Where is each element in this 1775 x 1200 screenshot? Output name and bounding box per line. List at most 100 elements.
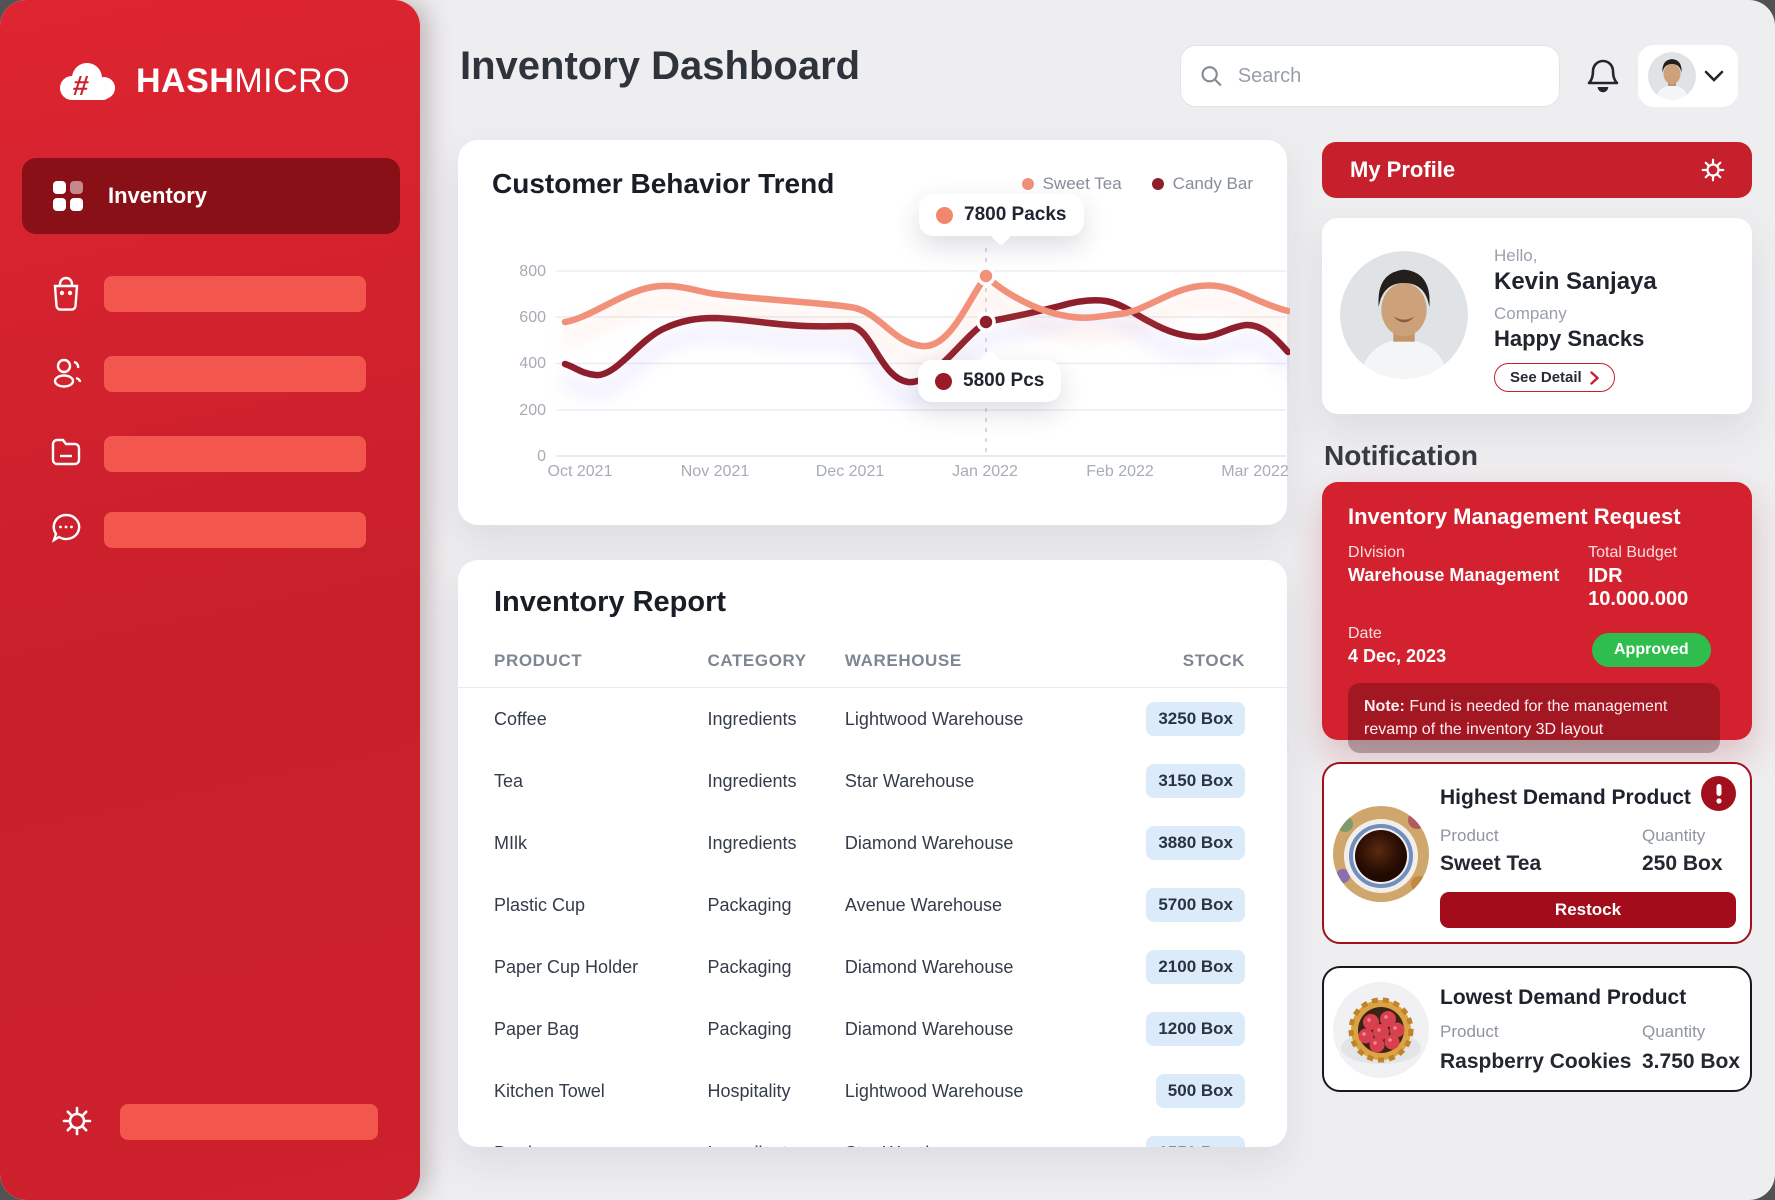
table-row[interactable]: Plastic Cup Packaging Avenue Warehouse 5… bbox=[458, 874, 1287, 936]
col-product: PRODUCT bbox=[458, 637, 708, 688]
sidebar-item-messages[interactable] bbox=[0, 510, 420, 548]
stock-badge: 3150 Box bbox=[1146, 764, 1245, 798]
sweet-tea-line bbox=[561, 271, 1292, 350]
stock-badge: 1550 Box bbox=[1146, 1136, 1245, 1147]
stock-badge: 3250 Box bbox=[1146, 702, 1245, 736]
table-row[interactable]: Berries Ingredients Star Warehouse 1550 … bbox=[458, 1122, 1287, 1147]
user-photo bbox=[1648, 52, 1696, 100]
product-label: Product bbox=[1440, 826, 1499, 845]
my-profile-banner: My Profile bbox=[1322, 142, 1752, 198]
sidebar-item-label: Inventory bbox=[108, 183, 208, 208]
y-tick: 800 bbox=[520, 263, 546, 280]
user-menu[interactable] bbox=[1638, 45, 1738, 107]
product-label: Product bbox=[1440, 1022, 1499, 1041]
my-profile-title: My Profile bbox=[1350, 157, 1456, 182]
y-tick: 400 bbox=[520, 355, 546, 372]
sidebar-item-files[interactable] bbox=[0, 434, 420, 472]
sweet-tea-photo bbox=[1333, 806, 1429, 902]
quantity-value: 3.750 Box bbox=[1642, 1050, 1741, 1073]
customer-behavior-card: Customer Behavior Trend Sweet Tea Candy … bbox=[458, 140, 1292, 525]
tooltip-dot bbox=[936, 206, 953, 224]
stock-badge: 1200 Box bbox=[1146, 1012, 1245, 1046]
page-title: Inventory Dashboard bbox=[460, 44, 861, 88]
tea-cup-image bbox=[1333, 806, 1429, 902]
legend-sweet-tea[interactable]: Sweet Tea bbox=[1021, 174, 1122, 194]
table-row[interactable]: Tea Ingredients Star Warehouse 3150 Box bbox=[458, 750, 1287, 812]
chevron-right-icon bbox=[1590, 370, 1599, 385]
bell-icon bbox=[1587, 59, 1619, 93]
restock-button[interactable]: Restock bbox=[1440, 892, 1736, 928]
greeting: Hello, bbox=[1494, 246, 1538, 265]
chevron-down-icon[interactable] bbox=[1704, 70, 1724, 82]
stock-badge: 5700 Box bbox=[1146, 888, 1245, 922]
sidebar-item-placeholder bbox=[104, 276, 366, 312]
x-tick: Dec 2021 bbox=[816, 463, 885, 479]
chart-legend: Sweet Tea Candy Bar bbox=[1021, 174, 1257, 194]
candy-bar-datapoint bbox=[976, 312, 996, 332]
sidebar-item-inventory[interactable]: Inventory bbox=[22, 158, 400, 234]
quantity-value: 250 Box bbox=[1642, 852, 1723, 875]
stock-badge: 3880 Box bbox=[1146, 826, 1245, 860]
y-tick: 0 bbox=[537, 448, 546, 465]
chart-svg: 800 600 400 200 0 Oct 2021 Nov 2021 Dec … bbox=[519, 248, 1292, 480]
table-row[interactable]: MIlk Ingredients Diamond Warehouse 3880 … bbox=[458, 812, 1287, 874]
quantity-label: Quantity bbox=[1642, 1022, 1706, 1041]
highest-demand-card: Highest Demand Product Product Quantity … bbox=[1322, 762, 1752, 944]
brand-name: HASHMICRO bbox=[136, 61, 351, 100]
raspberry-cookies-photo bbox=[1333, 982, 1429, 1078]
search-icon bbox=[1201, 66, 1222, 86]
x-tick: Oct 2021 bbox=[548, 463, 613, 479]
sidebar-item-settings[interactable] bbox=[0, 1102, 420, 1140]
alert-icon bbox=[1701, 776, 1736, 811]
table-row[interactable]: Coffee Ingredients Lightwood Warehouse 3… bbox=[458, 688, 1287, 751]
status-badge: Approved bbox=[1592, 633, 1711, 667]
search-box[interactable] bbox=[1180, 45, 1560, 107]
chat-bubble-icon bbox=[51, 513, 81, 543]
legend-dot-candy-bar bbox=[1151, 178, 1164, 190]
table-row[interactable]: Paper Bag Packaging Diamond Warehouse 12… bbox=[458, 998, 1287, 1060]
sidebar: # HASHMICRO Inventory bbox=[0, 0, 420, 1200]
date-value: 4 Dec, 2023 bbox=[1348, 646, 1447, 666]
chart-title: Customer Behavior Trend bbox=[492, 168, 835, 199]
see-detail-button[interactable]: See Detail bbox=[1494, 363, 1615, 392]
brand-logo: # HASHMICRO bbox=[56, 58, 350, 104]
company-name: Happy Snacks bbox=[1494, 326, 1645, 351]
sidebar-item-placeholder bbox=[104, 512, 366, 548]
lowest-demand-card: Lowest Demand Product Product Quantity R… bbox=[1322, 966, 1752, 1092]
budget-label: Total Budget bbox=[1588, 544, 1678, 561]
request-title: Inventory Management Request bbox=[1348, 504, 1681, 529]
grid-icon bbox=[53, 181, 83, 211]
raspberry-tart-image bbox=[1333, 982, 1429, 1078]
report-title: Inventory Report bbox=[494, 586, 727, 618]
y-tick: 600 bbox=[520, 309, 546, 326]
col-stock: STOCK bbox=[1092, 637, 1287, 688]
profile-card: Hello, Kevin Sanjaya Company Happy Snack… bbox=[1322, 218, 1752, 414]
notification-heading: Notification bbox=[1324, 440, 1478, 471]
table-row[interactable]: Kitchen Towel Hospitality Lightwood Ware… bbox=[458, 1060, 1287, 1122]
x-tick: Nov 2021 bbox=[681, 463, 750, 479]
line-chart: 800 600 400 200 0 Oct 2021 Nov 2021 Dec … bbox=[519, 194, 1292, 480]
x-tick: Mar 2022 bbox=[1221, 463, 1289, 479]
sidebar-item-orders[interactable] bbox=[0, 274, 420, 312]
table-row[interactable]: Paper Cup Holder Packaging Diamond Wareh… bbox=[458, 936, 1287, 998]
inventory-report-card: Inventory Report PRODUCT CATEGORY WAREHO… bbox=[458, 560, 1287, 1147]
tooltip-dot bbox=[935, 372, 952, 390]
stock-badge: 2100 Box bbox=[1146, 950, 1245, 984]
legend-candy-bar[interactable]: Candy Bar bbox=[1151, 174, 1253, 194]
sidebar-item-customers[interactable] bbox=[0, 354, 420, 392]
sidebar-item-placeholder bbox=[104, 436, 366, 472]
division-value: Warehouse Management bbox=[1348, 565, 1560, 585]
product-value: Sweet Tea bbox=[1440, 852, 1542, 875]
user-name: Kevin Sanjaya bbox=[1494, 268, 1657, 295]
hashmicro-cloud-icon: # bbox=[60, 63, 115, 101]
profile-settings-gear-icon[interactable] bbox=[1698, 155, 1728, 185]
col-warehouse: WAREHOUSE bbox=[844, 637, 1093, 688]
col-category: CATEGORY bbox=[707, 637, 845, 688]
x-tick: Feb 2022 bbox=[1086, 463, 1154, 479]
date-label: Date bbox=[1348, 625, 1382, 642]
company-label: Company bbox=[1494, 304, 1567, 323]
search-input[interactable] bbox=[1237, 64, 1541, 88]
shopping-bag-icon bbox=[53, 276, 79, 311]
notification-bell-button[interactable] bbox=[1585, 56, 1621, 101]
